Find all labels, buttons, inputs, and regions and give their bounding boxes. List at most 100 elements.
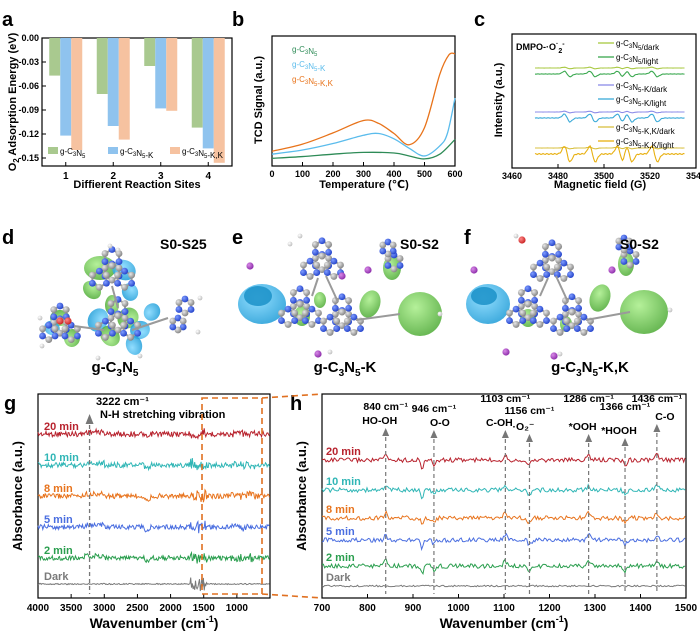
- x-tick-label: 3500: [60, 603, 83, 614]
- atom: [61, 332, 69, 340]
- atom: [556, 313, 564, 321]
- atom: [389, 247, 397, 255]
- chem-part: g-: [616, 123, 623, 132]
- marker-arrow: [85, 414, 94, 424]
- panel-f-orbital-image: [466, 233, 673, 360]
- atom: [37, 315, 43, 321]
- atom: [311, 241, 319, 248]
- marker-assignment: C-O: [655, 411, 674, 423]
- atom: [300, 261, 307, 269]
- atom: [337, 261, 344, 269]
- bar: [202, 38, 214, 149]
- x-tick-label: 3540: [686, 171, 700, 181]
- bond: [555, 275, 569, 303]
- atom: [101, 264, 109, 272]
- x-tick-label: 3460: [502, 171, 522, 181]
- plot-frame: [271, 35, 456, 167]
- bar: [155, 38, 167, 109]
- atom: [575, 297, 583, 304]
- atom: [553, 263, 561, 271]
- atom: [620, 258, 628, 265]
- atom: [115, 258, 123, 266]
- atom: [625, 243, 633, 251]
- annotation-text: N-H stretching vibration: [100, 409, 226, 421]
- x-tick-label: 400: [386, 169, 401, 179]
- atom: [303, 289, 311, 296]
- atom: [384, 238, 392, 246]
- state-label-d: S0-S25: [160, 236, 207, 252]
- panel-h-ir-chart: 20 min 10 min 8 min 5 min 2 min Dark 700 800 90…: [294, 393, 698, 631]
- atom: [114, 271, 121, 279]
- atom: [543, 271, 551, 279]
- atom: [384, 262, 392, 269]
- chem-subscript: 5: [638, 130, 642, 136]
- legend-label: g-C3N5-K/dark: [616, 81, 668, 94]
- atom: [550, 352, 558, 360]
- atom: [325, 241, 333, 248]
- bar: [166, 38, 178, 111]
- atom: [333, 325, 341, 333]
- x-tick-label: 4: [205, 171, 211, 182]
- x-tick-label: 3000: [93, 603, 116, 614]
- chem-part: N: [632, 83, 638, 92]
- atom: [174, 326, 182, 334]
- atom: [529, 309, 537, 317]
- atom: [108, 262, 116, 270]
- atom: [181, 295, 189, 303]
- atom: [175, 306, 183, 313]
- atom: [94, 321, 102, 329]
- atom: [379, 241, 387, 249]
- chem-subscript: 3: [629, 128, 633, 134]
- chem-subscript: 3: [629, 100, 633, 106]
- atom: [195, 329, 201, 335]
- x-tick-label: 500: [417, 169, 432, 179]
- atom: [548, 239, 556, 247]
- legend-label: g-C3N5-K,K: [182, 147, 224, 160]
- x-tick-label: 3: [158, 171, 164, 182]
- atom: [580, 329, 588, 336]
- chem-subscript: 3: [305, 50, 309, 56]
- plot-frame: [41, 37, 233, 167]
- marker-label: 1156 cm⁻¹: [505, 405, 555, 417]
- atom: [506, 309, 513, 317]
- atom: [121, 300, 129, 307]
- atom: [115, 264, 123, 272]
- chem-part: /dark: [641, 43, 660, 52]
- chem-subscript: 3: [629, 58, 633, 64]
- bond: [325, 275, 339, 303]
- marker-arrow: [621, 438, 629, 446]
- series-line: [534, 113, 685, 123]
- legend-label: g-C3N5-K,K/dark: [616, 123, 676, 136]
- atom: [246, 262, 254, 270]
- atom: [567, 263, 574, 271]
- atom: [550, 325, 557, 333]
- chem-subscript: 3: [629, 142, 633, 148]
- y-axis-label: Absorbance (a.u.): [294, 441, 309, 551]
- panel-label-a: a: [2, 9, 14, 31]
- chem-subscript: 5: [142, 154, 146, 160]
- orbital-lobe: [398, 292, 442, 336]
- marker-label: 1436 cm⁻¹: [632, 393, 683, 405]
- x-tick-label: 3500: [594, 171, 614, 181]
- atom: [567, 271, 574, 279]
- bar: [49, 38, 61, 76]
- panel-label-d: d: [2, 227, 14, 249]
- atom: [169, 323, 177, 331]
- atom: [331, 310, 339, 318]
- x-tick-label: 1300: [584, 603, 607, 614]
- atom: [50, 319, 58, 326]
- chem-part: C: [67, 147, 73, 156]
- atom: [529, 317, 537, 325]
- atom: [338, 322, 346, 330]
- series-line: [321, 483, 686, 500]
- legend-label: g-C3N5-K: [120, 147, 154, 160]
- x-axis-label: Diffierent Reaction Sites: [73, 179, 200, 191]
- x-tick-label: 2000: [159, 603, 182, 614]
- y-axis-label: Intensity (a.u.): [493, 62, 505, 137]
- atom: [39, 332, 46, 340]
- series-line: [37, 427, 270, 440]
- atom: [64, 317, 72, 325]
- atom: [338, 293, 346, 301]
- chem-part: C: [127, 147, 133, 156]
- atom: [531, 296, 539, 304]
